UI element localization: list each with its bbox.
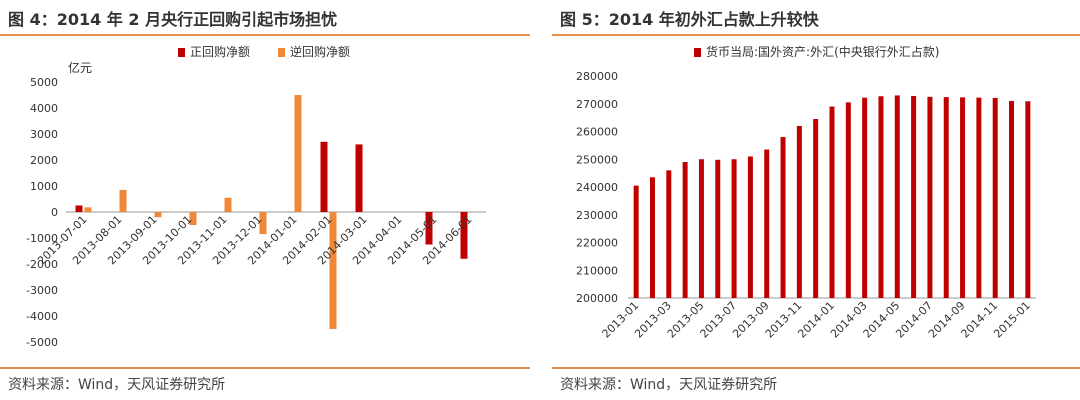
bar-fx-holdings xyxy=(943,97,949,298)
right-figure-panel: 图 5：2014 年初外汇占款上升较快 280000 270000 260000 25… xyxy=(552,0,1080,400)
x-tick-label: 2015-01 xyxy=(991,299,1033,341)
bar-reverse-repo xyxy=(329,212,337,329)
y-tick-label: 250000 xyxy=(576,153,618,166)
bar-fx-holdings xyxy=(747,156,753,298)
left-source-note: 资料来源：Wind，天风证券研究所 xyxy=(8,377,226,393)
bar-fx-holdings xyxy=(911,95,917,298)
right-source-rule xyxy=(552,367,1080,369)
bar-fx-holdings xyxy=(976,97,982,298)
bar-reverse-repo xyxy=(294,95,302,212)
right-fx-chart: 280000 270000 260000 250000 240000 230000 2200… xyxy=(576,44,1036,341)
bar-fx-holdings xyxy=(878,96,884,298)
bar-fx-holdings xyxy=(894,95,900,298)
bar-fx-holdings xyxy=(862,97,868,298)
y-tick-label: 3000 xyxy=(30,128,58,141)
y-tick-label: 240000 xyxy=(576,181,618,194)
bar-fx-holdings xyxy=(682,162,688,298)
y-tick-label: 2000 xyxy=(30,154,58,167)
bar-fx-holdings xyxy=(1009,100,1015,298)
y-tick-label: 210000 xyxy=(576,264,618,277)
y-tick-label: 280000 xyxy=(576,70,618,83)
bar-positive-repo xyxy=(460,212,468,259)
left-title-rule xyxy=(0,34,530,36)
y-tick-label: -2000 xyxy=(26,258,58,271)
bar-positive-repo xyxy=(320,141,328,212)
bar-fx-holdings xyxy=(633,185,639,298)
y-axis-unit-label: 亿元 xyxy=(68,60,92,75)
bar-fx-holdings xyxy=(1025,101,1031,298)
bar-fx-holdings xyxy=(829,106,835,299)
y-tick-label: -3000 xyxy=(26,284,58,297)
left-repo-chart: 亿元 5000 4000 3000 2000 1000 0 -1000 -2000 -3000 -4… xyxy=(26,44,486,349)
y-tick-label: 260000 xyxy=(576,126,618,139)
bar-reverse-repo xyxy=(154,212,162,218)
bar-fx-holdings xyxy=(764,149,770,298)
y-tick-label: 220000 xyxy=(576,237,618,250)
bar-fx-holdings xyxy=(715,159,721,298)
bar-reverse-repo xyxy=(224,197,232,212)
bar-fx-holdings xyxy=(845,102,851,298)
y-tick-label: -4000 xyxy=(26,310,58,323)
left-source-rule xyxy=(0,367,530,369)
right-title-rule xyxy=(552,34,1080,36)
bar-fx-holdings xyxy=(731,159,737,298)
y-tick-label: 200000 xyxy=(576,292,618,305)
bar-positive-repo xyxy=(75,205,83,212)
bar-positive-repo xyxy=(425,212,433,245)
legend-swatch xyxy=(694,48,701,57)
y-tick-label: -1000 xyxy=(26,232,58,245)
bar-fx-holdings xyxy=(649,177,655,298)
y-tick-label: -5000 xyxy=(26,336,58,349)
bar-reverse-repo xyxy=(119,189,127,212)
right-source-note: 资料来源：Wind，天风证券研究所 xyxy=(560,377,778,393)
y-tick-label: 5000 xyxy=(30,76,58,89)
bar-fx-holdings xyxy=(813,119,819,298)
legend-label: 货币当局:国外资产:外汇(中央银行外汇占款) xyxy=(706,44,939,59)
legend-label: 逆回购净额 xyxy=(290,44,350,59)
bar-reverse-repo xyxy=(189,212,197,225)
bar-reverse-repo xyxy=(259,212,267,235)
bar-positive-repo xyxy=(355,144,363,212)
bar-fx-holdings xyxy=(992,97,998,298)
bar-fx-holdings xyxy=(796,125,802,298)
bar-fx-holdings xyxy=(780,137,786,298)
y-tick-label: 270000 xyxy=(576,98,618,111)
right-figure-title: 图 5：2014 年初外汇占款上升较快 xyxy=(560,10,819,29)
legend-label: 正回购净额 xyxy=(190,44,250,59)
left-figure-title: 图 4：2014 年 2 月央行正回购引起市场担忧 xyxy=(8,10,338,29)
bar-fx-holdings xyxy=(666,170,672,298)
bar-fx-holdings xyxy=(960,97,966,299)
y-tick-label: 4000 xyxy=(30,102,58,115)
y-tick-label: 0 xyxy=(51,206,58,219)
left-figure-panel: 图 4：2014 年 2 月央行正回购引起市场担忧 亿元 5000 4000 3000… xyxy=(0,0,530,400)
bar-fx-holdings xyxy=(698,159,704,298)
y-tick-label: 1000 xyxy=(30,180,58,193)
legend-swatch xyxy=(178,48,185,57)
legend-swatch xyxy=(278,48,285,57)
y-tick-label: 230000 xyxy=(576,209,618,222)
bar-fx-holdings xyxy=(927,96,933,298)
bar-reverse-repo xyxy=(84,207,92,212)
